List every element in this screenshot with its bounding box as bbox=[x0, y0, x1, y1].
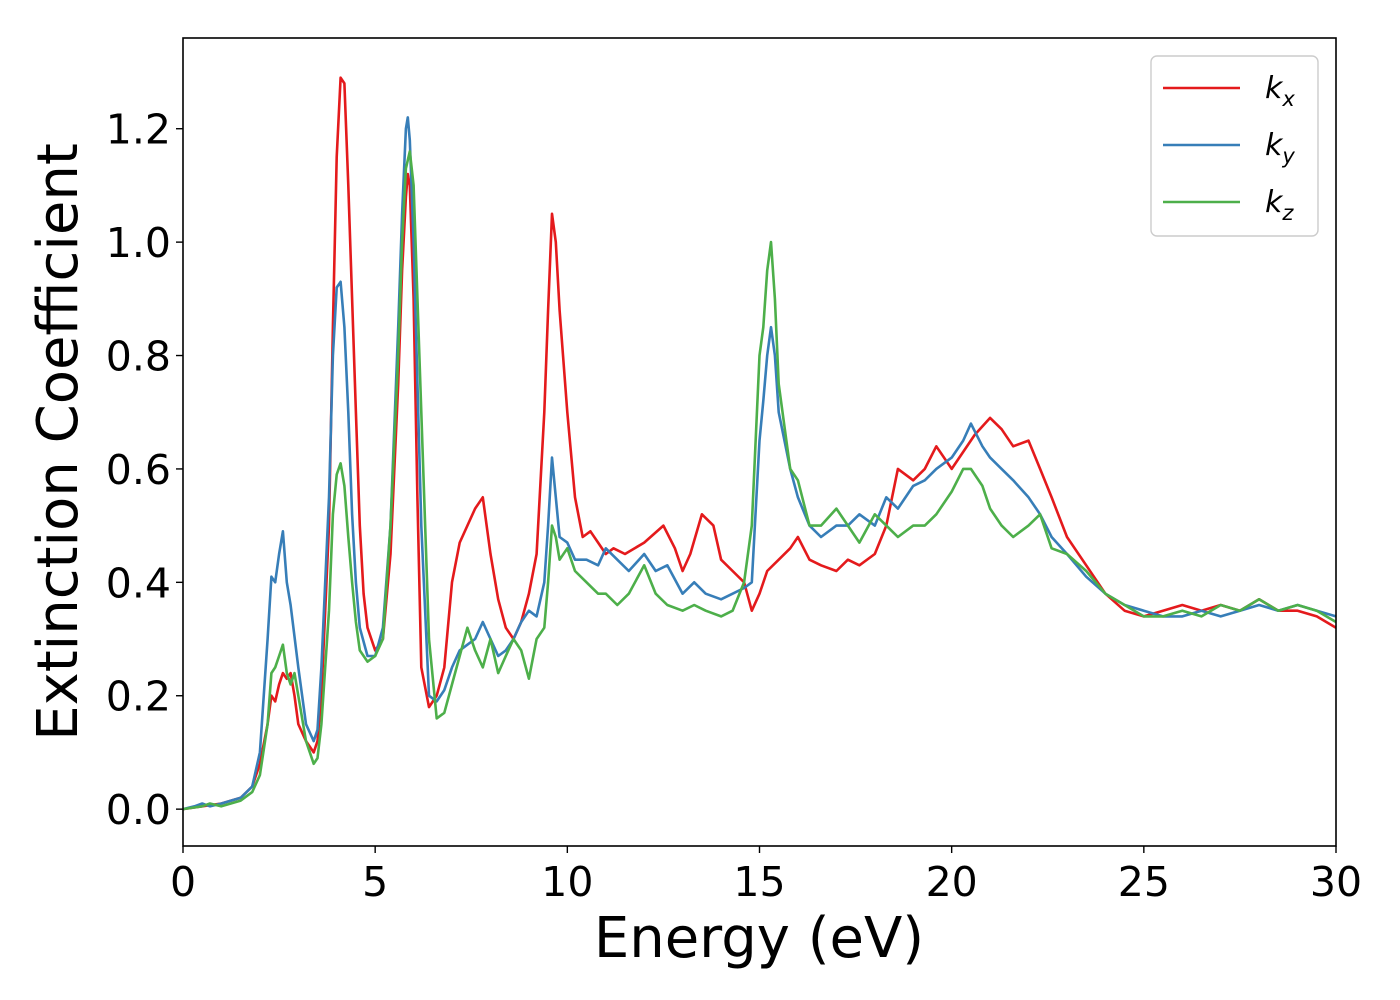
x-tick-label: 25 bbox=[1118, 858, 1170, 906]
legend-label-kx: kx bbox=[1265, 71, 1295, 111]
legend-label-ky: ky bbox=[1265, 128, 1295, 168]
x-tick-label: 30 bbox=[1310, 858, 1362, 906]
y-tick-label: 1.2 bbox=[106, 106, 171, 154]
series-line-kz bbox=[182, 150, 1337, 811]
legend: kx ky kz bbox=[1150, 55, 1319, 237]
x-tick-label: 0 bbox=[170, 858, 196, 906]
y-tick-label: 0.2 bbox=[106, 673, 171, 721]
y-axis-title: Extinction Coefficient bbox=[26, 143, 91, 741]
x-tick-label: 15 bbox=[733, 858, 785, 906]
x-axis-title: Energy (eV) bbox=[594, 906, 924, 971]
x-tick-label: 5 bbox=[362, 858, 388, 906]
plot-lines bbox=[182, 76, 1337, 811]
y-tick-label: 0.4 bbox=[106, 559, 171, 607]
x-tick-label: 20 bbox=[926, 858, 978, 906]
legend-label-kz: kz bbox=[1265, 185, 1294, 225]
y-tick-label: 1.0 bbox=[106, 219, 171, 267]
x-axis: 0 5 10 15 20 25 30 bbox=[170, 846, 1362, 906]
y-tick-label: 0.0 bbox=[106, 786, 171, 834]
y-tick-label: 0.6 bbox=[106, 446, 171, 494]
y-axis: 0.0 0.2 0.4 0.6 0.8 1.0 1.2 bbox=[106, 106, 183, 834]
y-tick-label: 0.8 bbox=[106, 333, 171, 381]
x-tick-label: 10 bbox=[541, 858, 593, 906]
series-line-ky bbox=[182, 116, 1337, 811]
